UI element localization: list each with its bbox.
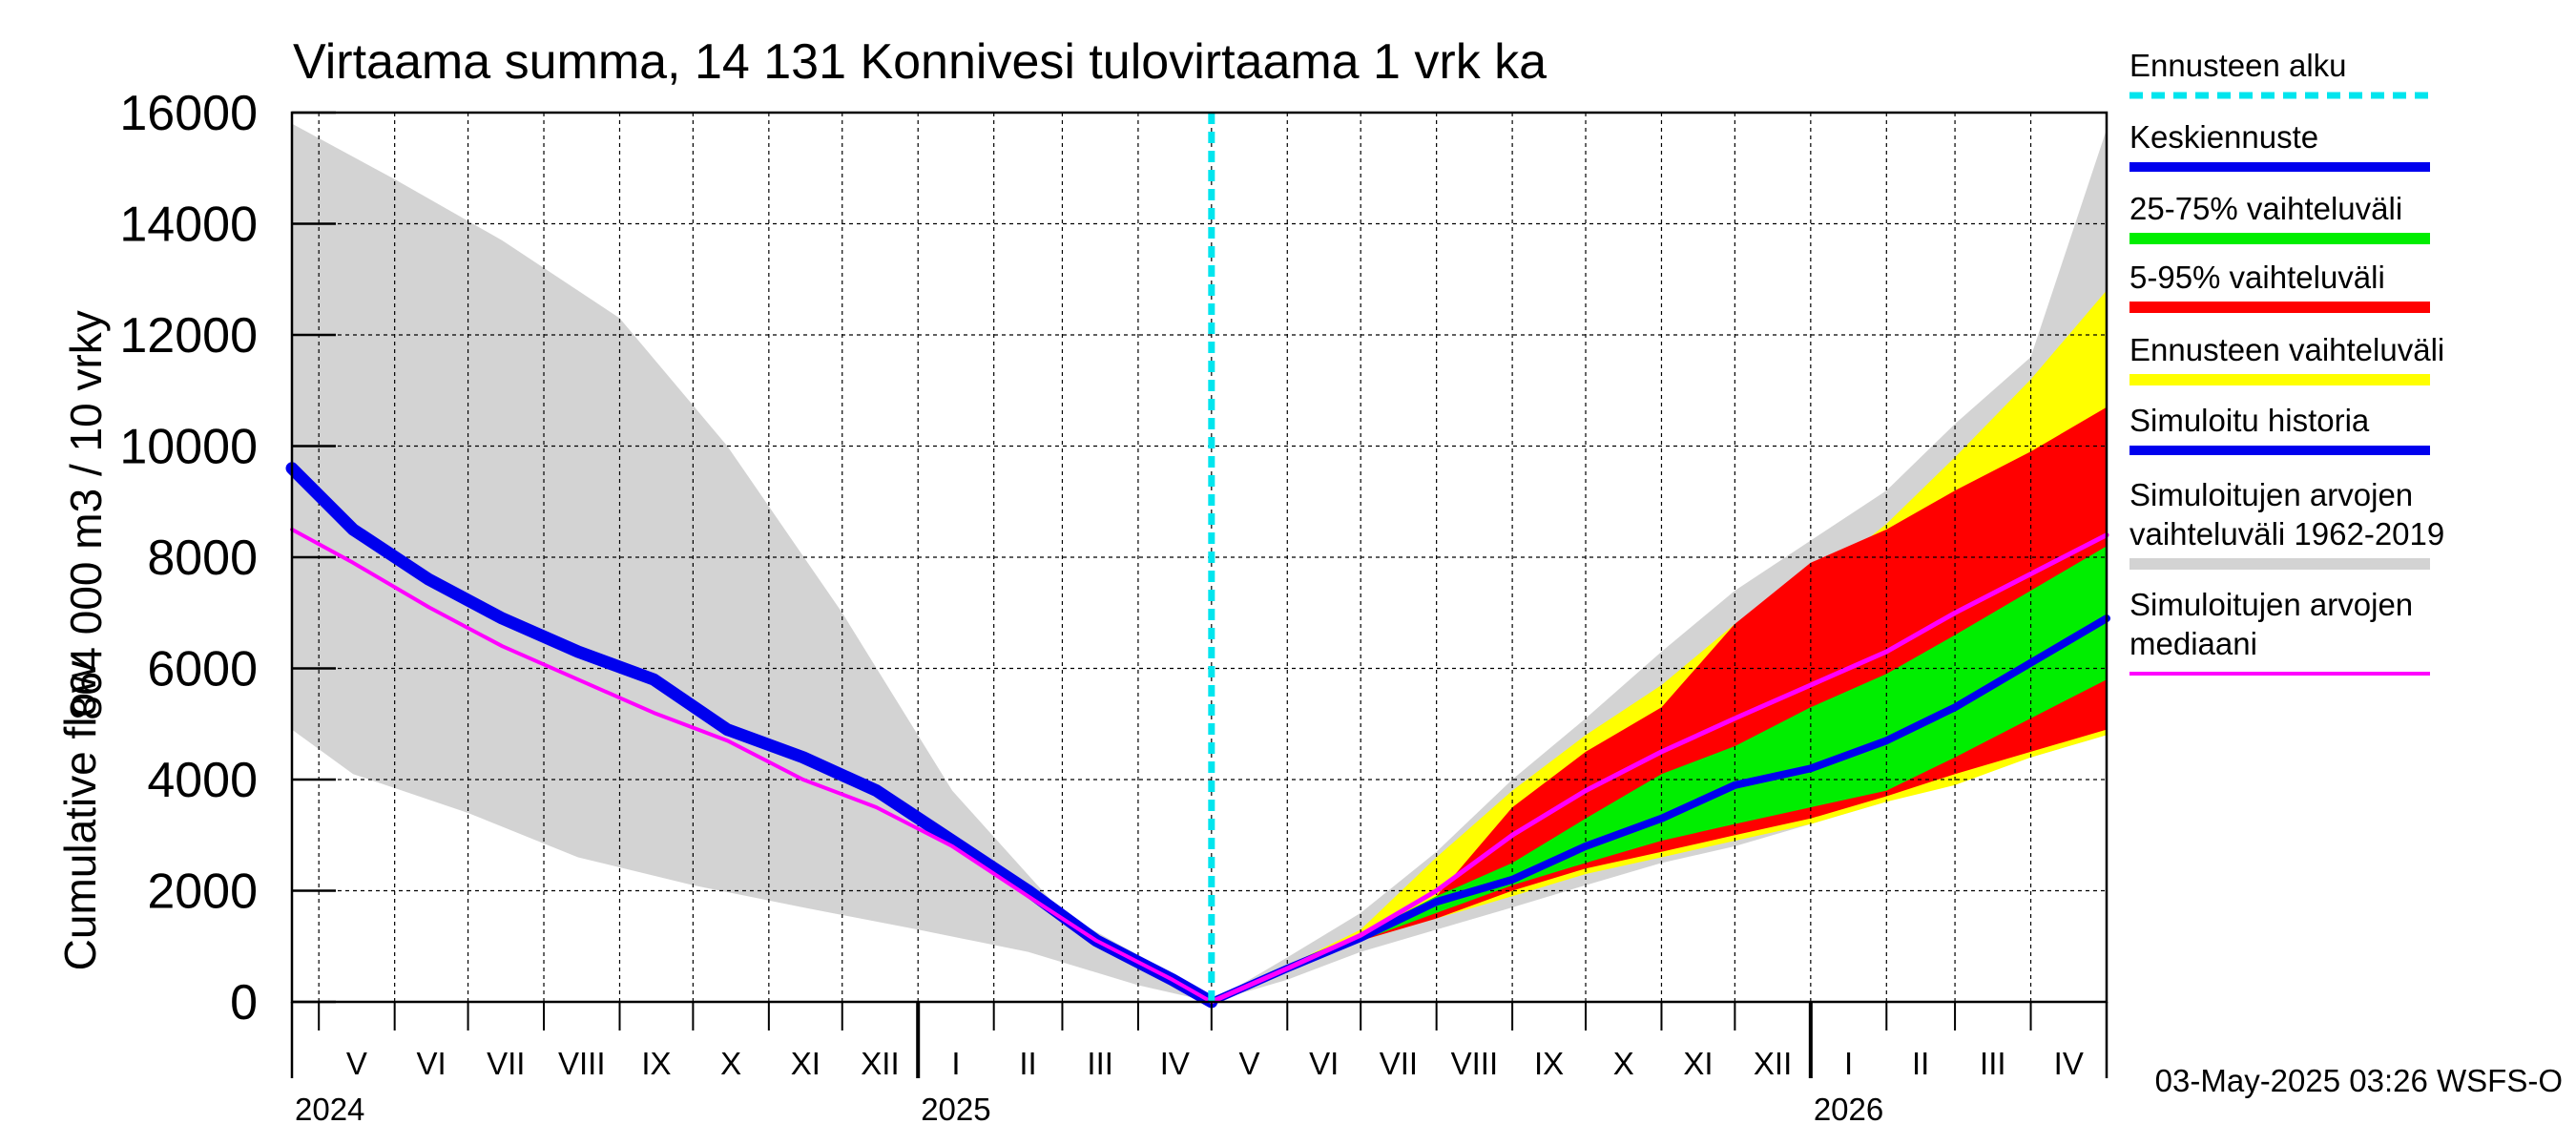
legend-label: Simuloitu historia — [2129, 403, 2370, 438]
x-month-label: VI — [417, 1046, 447, 1081]
y-tick-label: 14000 — [119, 198, 258, 253]
x-month-label: VII — [487, 1046, 525, 1081]
legend-label: Simuloitujen arvojen — [2129, 587, 2413, 622]
x-month-label: X — [720, 1046, 741, 1081]
x-month-label: VI — [1309, 1046, 1339, 1081]
footer-timestamp: 03-May-2025 03:26 WSFS-O — [2155, 1063, 2563, 1098]
forecast-mean-line — [1207, 614, 2110, 1006]
y-tick-label: 0 — [230, 975, 258, 1030]
x-year-label: 2024 — [295, 1092, 364, 1127]
y-tick-label: 4000 — [147, 753, 258, 808]
p5-95-band — [1211, 406, 2107, 1002]
legend-label: Keskiennuste — [2129, 119, 2318, 155]
x-month-label: IV — [2054, 1046, 2084, 1081]
future-median-line — [1209, 532, 2109, 1005]
x-month-label: I — [1844, 1046, 1853, 1081]
x-month-label: III — [1087, 1046, 1113, 1081]
x-month-label: IX — [1534, 1046, 1564, 1081]
x-month-label: IV — [1160, 1046, 1190, 1081]
x-month-label: V — [1239, 1046, 1260, 1081]
x-year-label: 2025 — [921, 1092, 990, 1127]
legend-label: Ennusteen alku — [2129, 48, 2347, 83]
y-axis-label-1: 864 000 m3 / 10 vrky — [61, 310, 111, 720]
history-range-band — [292, 123, 1212, 1003]
x-month-label: VIII — [558, 1046, 606, 1081]
y-tick-label: 8000 — [147, 531, 258, 586]
legend-label: Simuloitujen arvojen — [2129, 477, 2413, 512]
x-month-label: VII — [1380, 1046, 1418, 1081]
x-month-label: III — [1980, 1046, 2006, 1081]
legend-label: vaihteluväli 1962-2019 — [2129, 516, 2444, 552]
legend-label: 25-75% vaihteluväli — [2129, 191, 2402, 226]
x-month-label: I — [951, 1046, 960, 1081]
x-month-label: XII — [1754, 1046, 1792, 1081]
x-month-label: XI — [791, 1046, 821, 1081]
x-month-label: XII — [861, 1046, 899, 1081]
line-layer — [285, 113, 2110, 1009]
chart-title: Virtaama summa, 14 131 Konnivesi tulovir… — [293, 34, 1547, 90]
y-tick-label: 6000 — [147, 642, 258, 697]
x-month-label: XI — [1683, 1046, 1713, 1081]
x-month-label: IX — [641, 1046, 671, 1081]
y-tick-label: 2000 — [147, 864, 258, 920]
x-month-label: X — [1613, 1046, 1634, 1081]
x-month-label: VIII — [1451, 1046, 1499, 1081]
legend: Ennusteen alku Keskiennuste 25-75% vaihtel… — [2129, 48, 2444, 676]
x-month-label: V — [346, 1046, 367, 1081]
y-tick-label: 10000 — [119, 420, 258, 475]
history-median-line — [290, 527, 1214, 1004]
x-month-label: II — [1019, 1046, 1036, 1081]
band-layer — [292, 123, 2107, 1003]
y-tick-label: 12000 — [119, 308, 258, 364]
legend-label: Ennusteen vaihteluväli — [2129, 332, 2444, 367]
y-axis-label-2: Cumulative flow — [55, 660, 105, 970]
y-tick-label: 16000 — [119, 86, 258, 141]
legend-label: 5-95% vaihteluväli — [2129, 260, 2385, 295]
x-year-label: 2026 — [1814, 1092, 1883, 1127]
legend-label: mediaani — [2129, 626, 2257, 661]
x-month-label: II — [1912, 1046, 1929, 1081]
